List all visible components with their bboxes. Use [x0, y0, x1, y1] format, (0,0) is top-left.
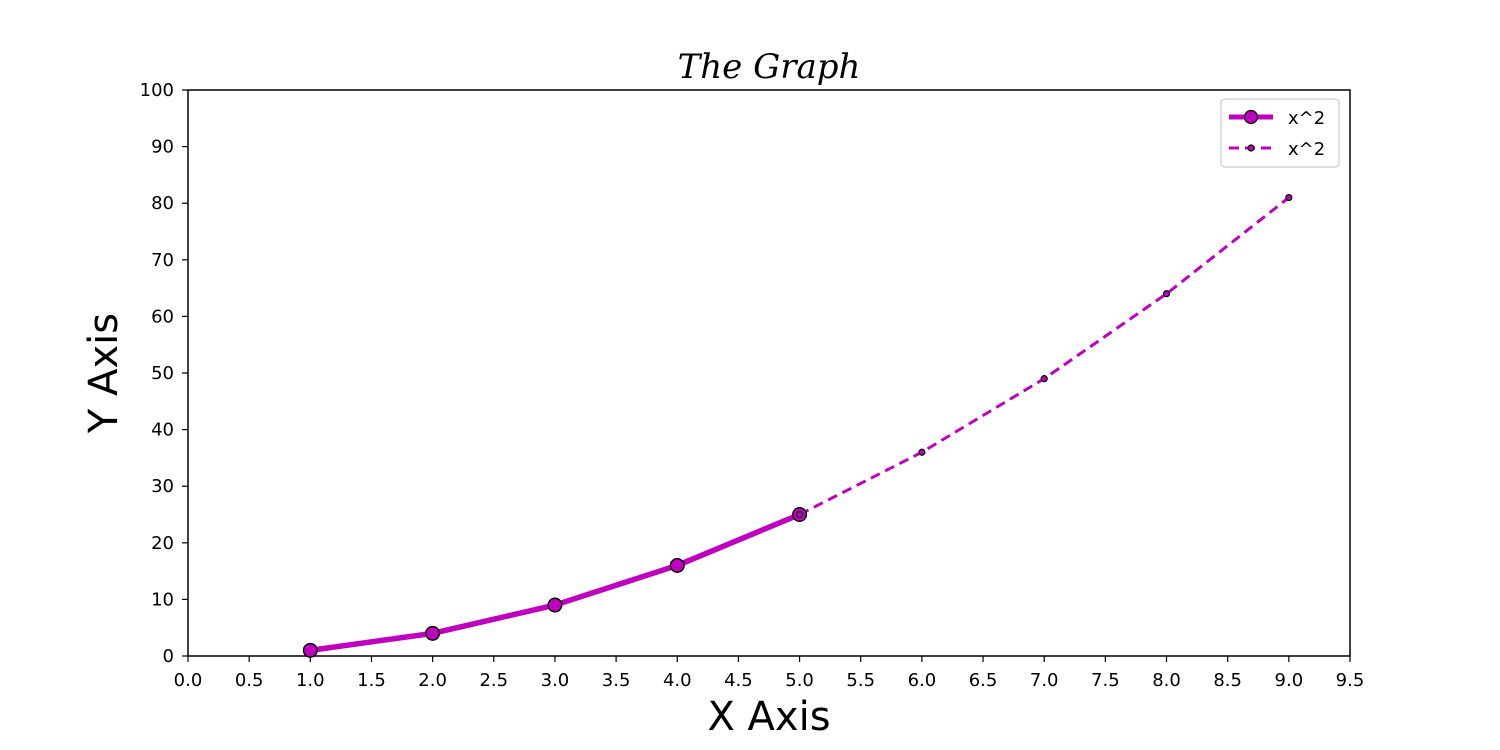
legend: x^2 x^2	[1220, 98, 1340, 168]
x-tick-label: 1.5	[357, 670, 386, 691]
series-1-point	[1162, 290, 1171, 298]
series-0-point	[302, 642, 318, 658]
y-tick-label: 70	[151, 250, 174, 271]
series-0-point	[425, 625, 441, 641]
series-layer	[302, 193, 1293, 658]
y-tick-label: 0	[163, 646, 174, 667]
x-tick-label: 2.5	[479, 670, 508, 691]
series-1-point	[918, 448, 926, 456]
series-0-point	[669, 557, 685, 573]
y-axis-title: Y Axis	[81, 313, 127, 434]
series-1-point	[1040, 375, 1048, 383]
series-1-point	[1285, 193, 1293, 202]
x-tick-label: 4.5	[724, 670, 753, 691]
x-tick-label: 3.0	[541, 670, 570, 691]
x-tick-label: 5.5	[846, 670, 875, 691]
series-0-point	[547, 597, 563, 613]
x-tick-label: 4.0	[663, 670, 692, 691]
legend-marker-large	[1243, 109, 1259, 125]
y-tick-label: 30	[151, 476, 174, 497]
plot-frame	[187, 89, 1351, 657]
y-tick-label: 40	[151, 420, 174, 441]
x-tick-label: 8.5	[1213, 670, 1242, 691]
x-tick-label: 6.0	[908, 670, 937, 691]
legend-label-solid: x^2	[1288, 108, 1325, 129]
x-tick-label: 0.0	[174, 670, 203, 691]
series-1-point	[795, 510, 804, 519]
y-tick-label: 10	[151, 589, 174, 610]
series-1-line	[798, 196, 1290, 516]
x-tick-label: 9.5	[1336, 670, 1365, 691]
y-axis-ticks: 0 10 20 30 40 50 60 70 80 90 100	[140, 80, 188, 667]
y-tick-label: 90	[151, 137, 174, 158]
x-axis-title: X Axis	[707, 694, 830, 740]
x-tick-label: 6.5	[969, 670, 998, 691]
x-tick-label: 2.0	[418, 670, 447, 691]
x-tick-label: 5.0	[785, 670, 814, 691]
legend-marker-small	[1247, 144, 1255, 152]
y-tick-label: 50	[151, 363, 174, 384]
legend-label-dashed: x^2	[1288, 139, 1325, 160]
x-tick-label: 7.5	[1091, 670, 1120, 691]
y-tick-label: 20	[151, 533, 174, 554]
x-tick-label: 3.5	[602, 670, 631, 691]
series-0-line	[309, 511, 801, 654]
plot-area	[187, 89, 1351, 657]
x-tick-label: 9.0	[1275, 670, 1304, 691]
x-tick-label: 8.0	[1152, 670, 1181, 691]
chart-title: The Graph	[678, 47, 861, 87]
y-tick-label: 80	[151, 193, 174, 214]
y-tick-label: 100	[140, 80, 174, 101]
y-tick-label: 60	[151, 306, 174, 327]
x-axis-ticks: 0.0 0.5 1.0 1.5 2.0 2.5 3.0 3.5 4.0 4.5 5.0 5.5 6.0 6…	[174, 656, 1365, 691]
x-tick-label: 7.0	[1030, 670, 1059, 691]
x-tick-label: 0.5	[235, 670, 264, 691]
x-tick-label: 1.0	[296, 670, 325, 691]
